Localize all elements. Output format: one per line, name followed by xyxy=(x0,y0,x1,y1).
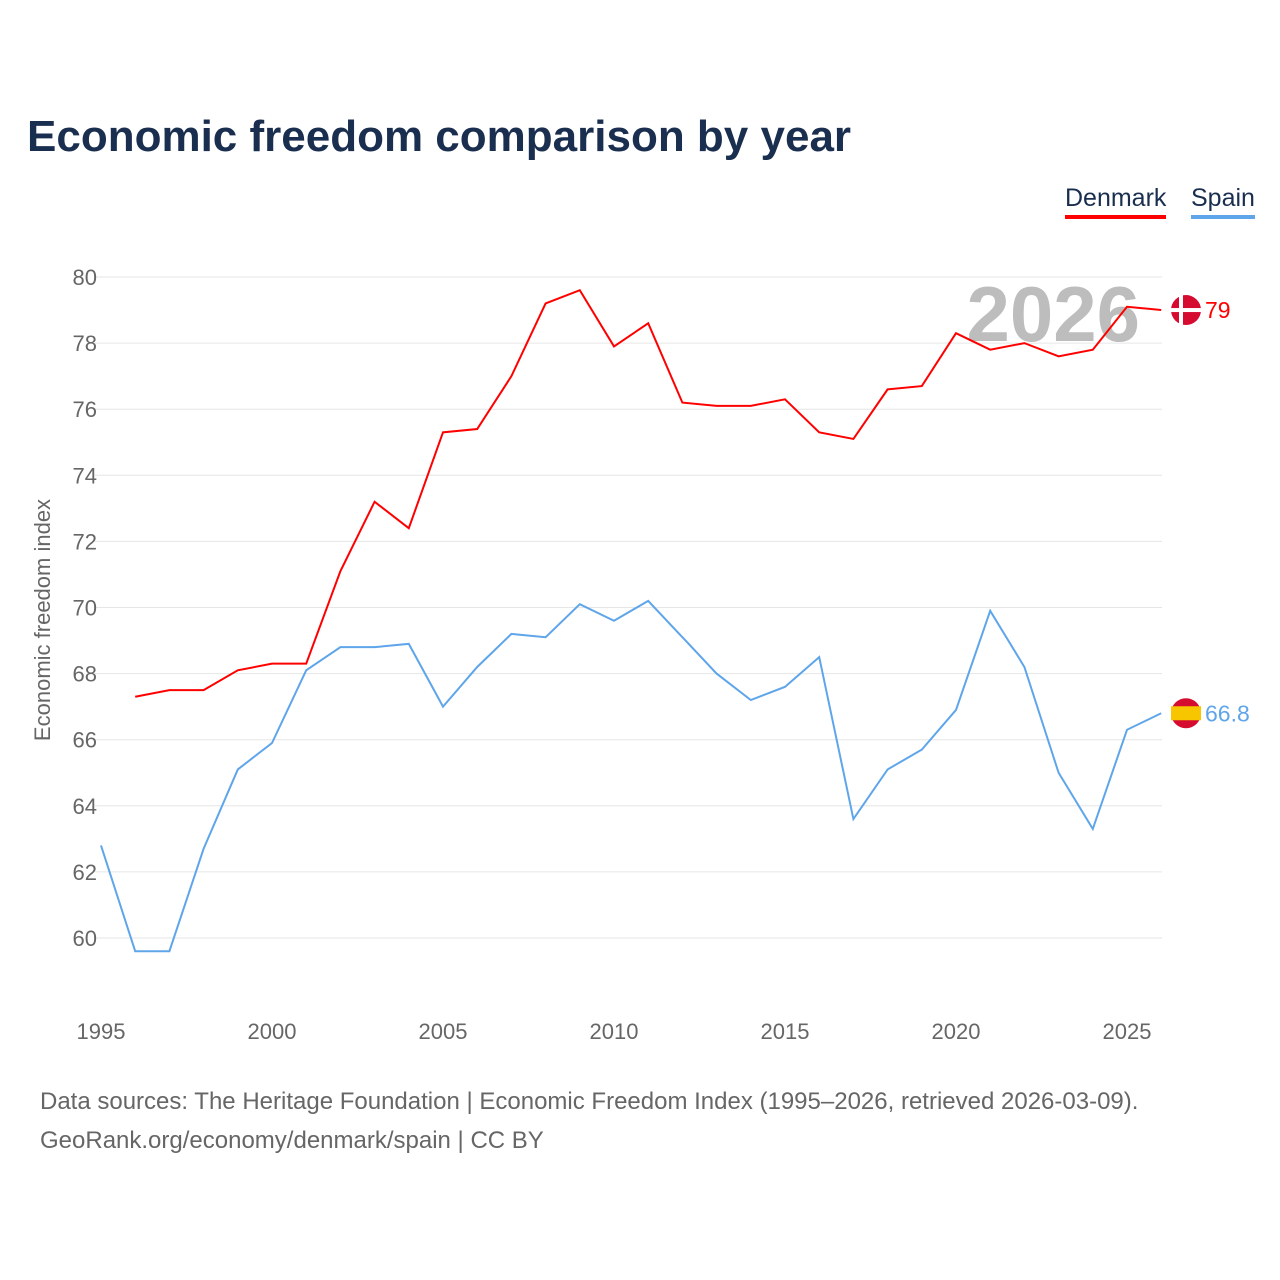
x-tick-label: 2005 xyxy=(419,1019,468,1044)
end-value-label: 66.8 xyxy=(1205,700,1250,726)
x-tick-label: 2025 xyxy=(1103,1019,1152,1044)
x-tick-label: 2000 xyxy=(248,1019,297,1044)
y-tick-label: 72 xyxy=(73,529,97,554)
end-value-label: 79 xyxy=(1205,297,1231,323)
y-tick-label: 78 xyxy=(73,331,97,356)
x-tick-label: 1995 xyxy=(77,1019,126,1044)
y-tick-label: 64 xyxy=(73,794,97,819)
current-year-label: 2026 xyxy=(966,270,1140,358)
y-tick-label: 80 xyxy=(73,265,97,290)
y-tick-label: 74 xyxy=(73,463,97,488)
chart-title: Economic freedom comparison by year xyxy=(27,112,852,161)
x-tick-label: 2010 xyxy=(590,1019,639,1044)
legend-denmark[interactable]: Denmark xyxy=(1065,184,1167,219)
y-axis-label: Economic freedom index xyxy=(30,499,55,741)
y-tick-label: 70 xyxy=(73,596,97,621)
y-tick-label: 60 xyxy=(73,926,97,951)
series-line-spain xyxy=(100,599,1162,953)
y-tick-label: 62 xyxy=(73,860,97,885)
y-tick-label: 76 xyxy=(73,397,97,422)
flag-band xyxy=(1171,706,1201,721)
x-tick-label: 2015 xyxy=(761,1019,810,1044)
flag-cross xyxy=(1171,308,1201,313)
y-tick-label: 68 xyxy=(73,662,97,687)
legend-spain[interactable]: Spain xyxy=(1191,184,1255,219)
y-tick-label: 66 xyxy=(73,728,97,753)
footer-link[interactable]: GeoRank.org/economy/denmark/spain | CC B… xyxy=(40,1127,544,1154)
x-tick-label: 2020 xyxy=(932,1019,981,1044)
series-line-denmark xyxy=(135,288,1162,698)
footer-sources: Data sources: The Heritage Foundation | … xyxy=(40,1088,1139,1115)
